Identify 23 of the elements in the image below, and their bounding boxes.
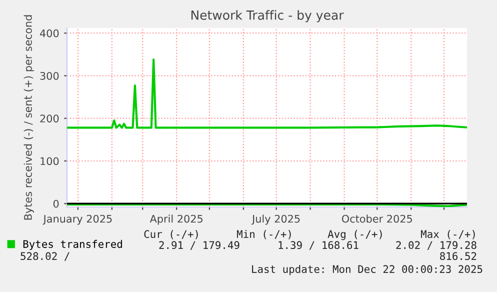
y-tick-label: 300: [40, 72, 59, 80]
text: Cur (-/+): [144, 230, 198, 240]
text: Max (-/+): [420, 230, 475, 240]
text: Last update: Mon Dec 22 00:00:23 2025: [252, 264, 482, 276]
text: 2.02 / 179.28: [396, 241, 476, 250]
text: Min (-/+): [236, 230, 291, 240]
y-tick-label: 100: [40, 157, 59, 166]
y-tick-label: 400: [40, 29, 59, 38]
y-tick-label: 0: [53, 200, 59, 208]
text: 2.91 / 179.49: [159, 241, 240, 250]
text: 528.02 /: [20, 252, 70, 261]
x-tick-label: April 2025: [150, 214, 202, 225]
text: 816.52: [440, 252, 476, 260]
text: 1.39 / 168.61: [278, 241, 358, 250]
y-tick-label: 200: [40, 114, 59, 122]
line-series: [67, 58, 467, 129]
x-tick-label: October 2025: [342, 214, 412, 223]
y-axis-title: Bytes received (-) / sent (+) per second: [24, 15, 34, 220]
chart-title: Network Traffic - by year: [191, 10, 344, 22]
x-tick-label: January 2025: [42, 214, 112, 225]
legend-label: Bytes transfered: [23, 240, 122, 250]
text: Avg (-/+): [328, 230, 382, 240]
x-tick-label: July 2025: [252, 214, 300, 225]
